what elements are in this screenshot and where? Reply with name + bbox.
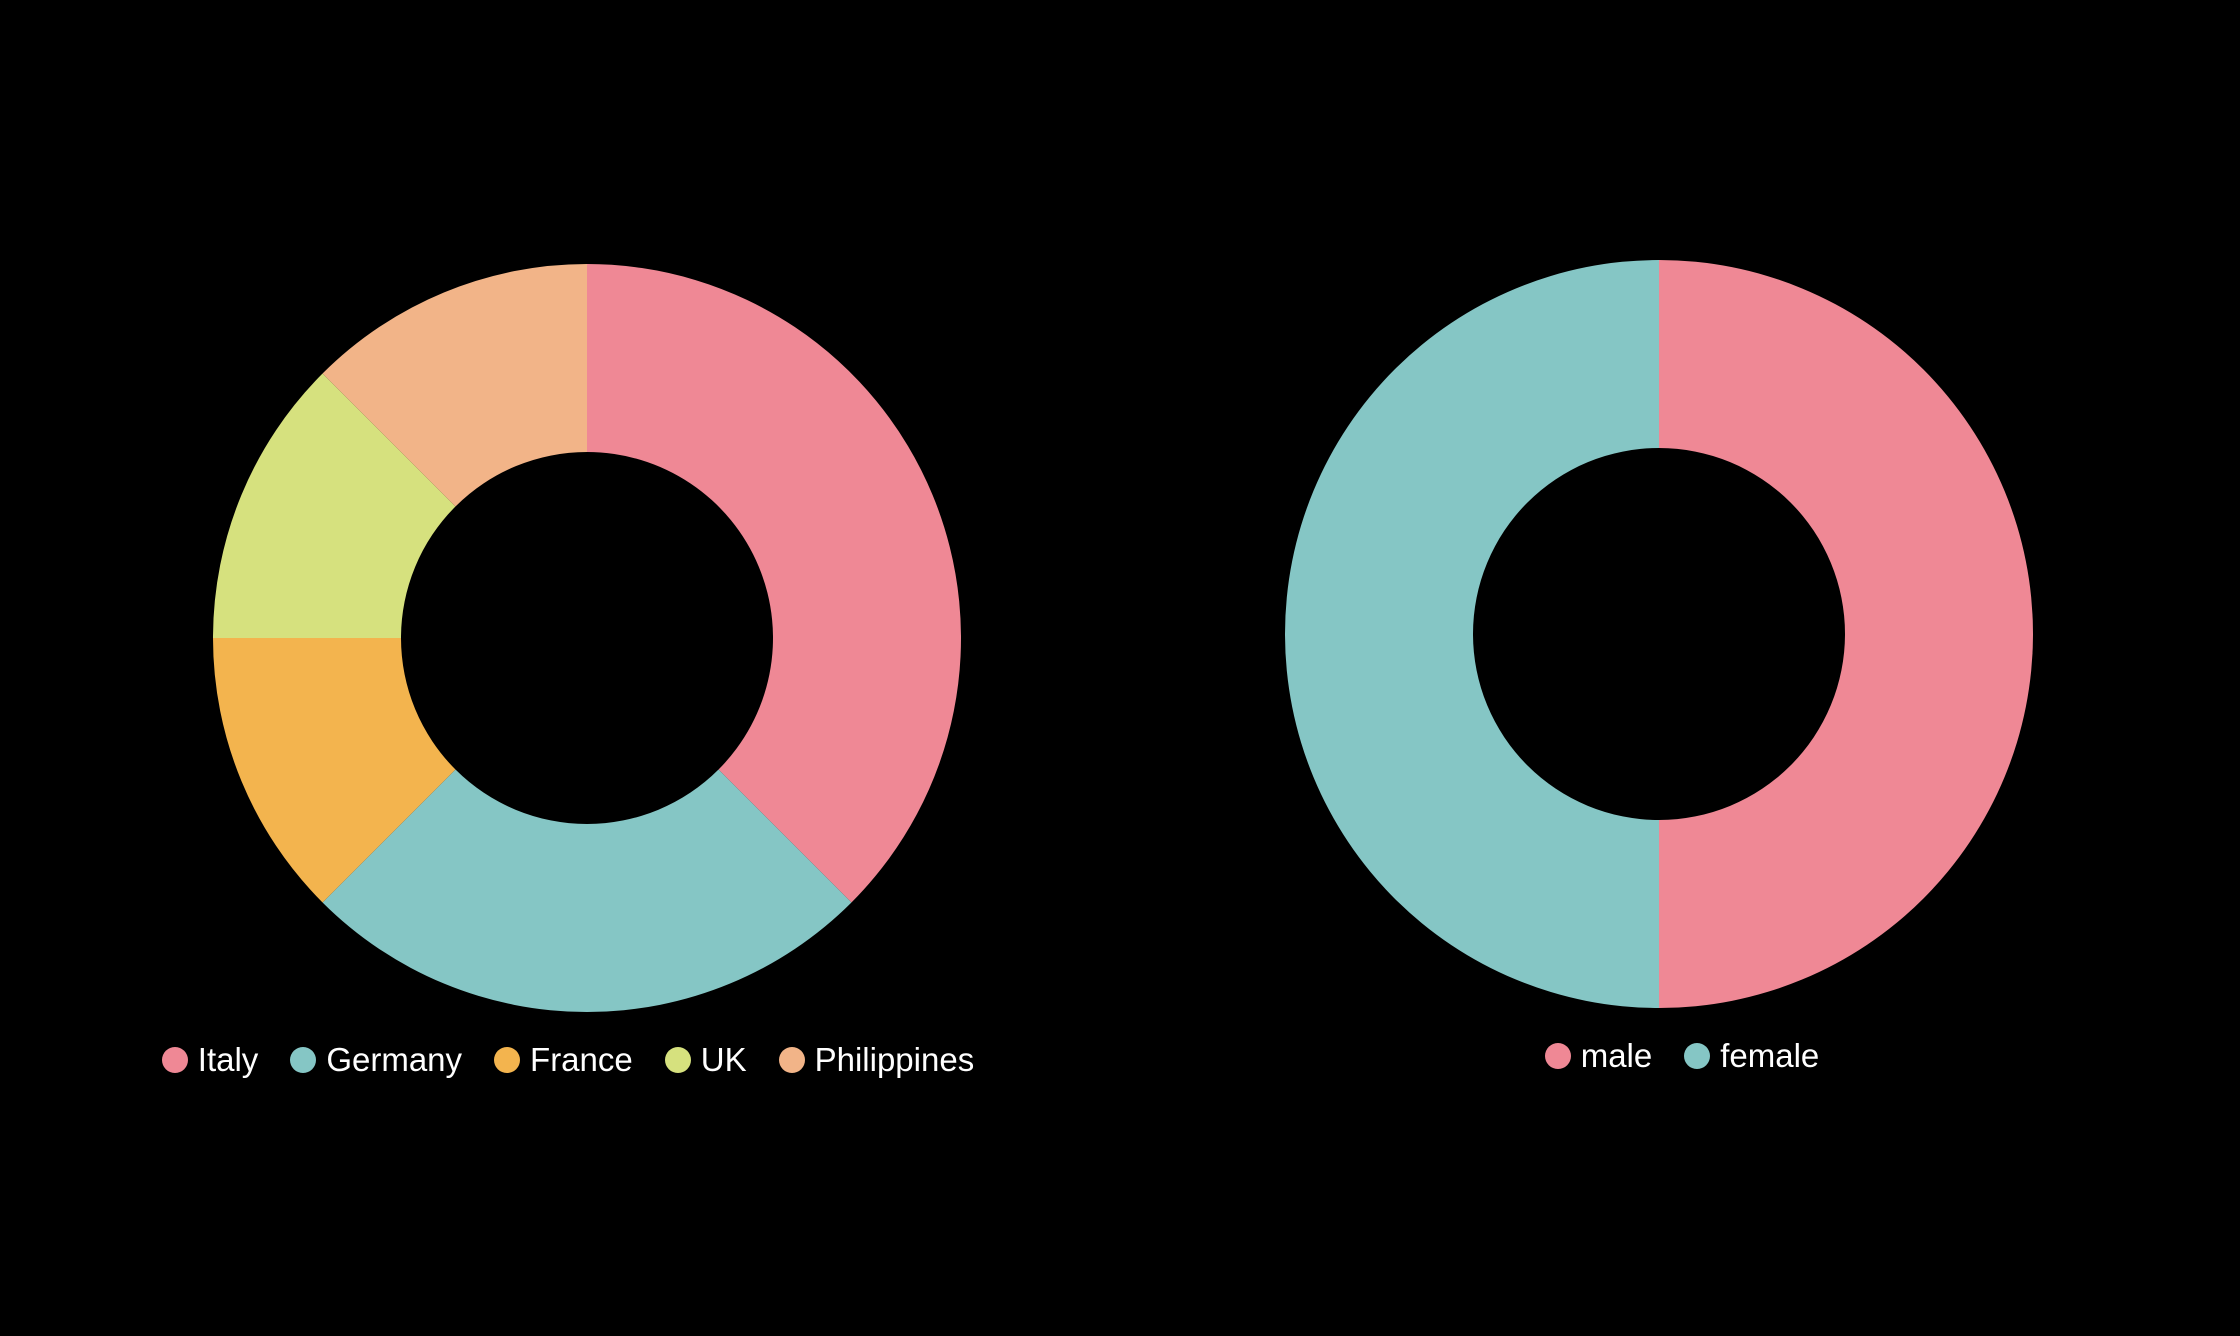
legend-item-female: female xyxy=(1684,1036,1819,1076)
legend-label: France xyxy=(530,1041,633,1078)
legend-label: Philippines xyxy=(814,1041,975,1078)
legend-swatch xyxy=(290,1047,317,1073)
country-donut-chart: Italy Germany France UK Philippines xyxy=(161,264,974,1078)
legend-item-italy: Italy xyxy=(161,1040,259,1080)
legend-label: Germany xyxy=(326,1041,463,1078)
legend-item-germany: Germany xyxy=(290,1040,462,1080)
legend-item-male: male xyxy=(1544,1036,1653,1076)
legend-label: female xyxy=(1720,1037,1820,1074)
slice-italy xyxy=(587,264,961,903)
slice-philippines xyxy=(322,264,587,507)
slice-male xyxy=(1659,260,2033,1008)
legend-label: UK xyxy=(700,1041,747,1078)
legend-swatch xyxy=(494,1047,521,1073)
legend-item-uk: UK xyxy=(664,1040,747,1080)
gender-legend: male female xyxy=(1122,1036,2240,1076)
legend-label: Italy xyxy=(197,1041,259,1078)
gender-donut-chart: male female xyxy=(1120,0,2240,1336)
slice-uk xyxy=(213,373,456,638)
legend-swatch xyxy=(1544,1043,1571,1069)
slice-germany xyxy=(322,769,852,1012)
legend-swatch xyxy=(778,1047,805,1073)
legend-swatch xyxy=(1684,1043,1711,1069)
legend-item-france: France xyxy=(494,1040,633,1080)
legend-swatch xyxy=(664,1047,691,1073)
legend-label: male xyxy=(1580,1037,1653,1074)
country-legend: Italy Germany France UK Philippines xyxy=(8,1040,1128,1080)
legend-swatch xyxy=(161,1047,188,1073)
gender-donut-svg xyxy=(1285,260,2033,1008)
slice-france xyxy=(213,638,456,903)
slice-female xyxy=(1285,260,1659,1008)
legend-item-philippines: Philippines xyxy=(778,1040,975,1080)
country-donut-svg xyxy=(213,264,961,1012)
